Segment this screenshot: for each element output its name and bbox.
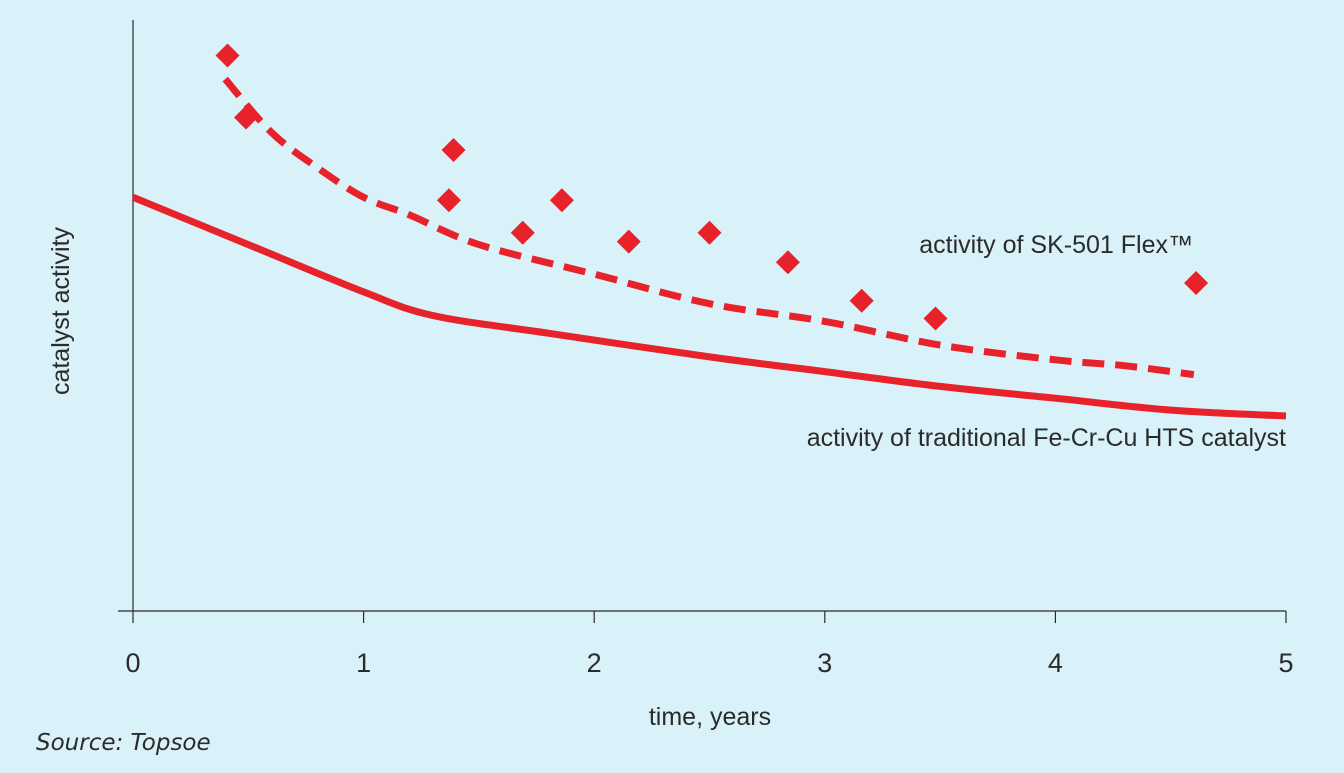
data-point-diamond: [1184, 270, 1209, 295]
x-tick-label: 0: [125, 648, 140, 678]
series-markers: [215, 43, 1209, 331]
source-note: Source: Topsoe: [36, 730, 211, 756]
y-axis-title: catalyst activity: [47, 226, 75, 395]
series-line-traditional-solid: [131, 194, 1287, 420]
x-tick-label: 4: [1048, 648, 1063, 678]
axes: 0 1 2 3 4 5: [118, 20, 1294, 678]
data-point-diamond: [510, 220, 535, 245]
data-point-diamond: [215, 43, 240, 68]
x-tick-label: 2: [587, 648, 602, 678]
data-point-diamond: [697, 220, 722, 245]
x-tick-label: 5: [1278, 648, 1293, 678]
data-point-diamond: [233, 105, 258, 130]
data-point-diamond: [441, 138, 466, 163]
series-lines: [131, 76, 1287, 420]
x-tick-label: 1: [356, 648, 371, 678]
data-point-diamond: [436, 188, 461, 213]
data-point-diamond: [549, 188, 574, 213]
series-label-sk501: activity of SK-501 Flex™: [919, 231, 1193, 259]
x-axis-title: time, years: [649, 703, 771, 731]
data-point-diamond: [849, 288, 874, 313]
series-label-traditional: activity of traditional Fe-Cr-Cu HTS cat…: [807, 424, 1286, 452]
series-line-sk501-dashed: [222, 76, 1195, 379]
x-tick-label: 3: [817, 648, 832, 678]
data-point-diamond: [923, 306, 948, 331]
chart-labels: time, years catalyst activity activity o…: [36, 226, 1286, 756]
data-point-diamond: [775, 250, 800, 275]
data-point-diamond: [616, 229, 641, 254]
